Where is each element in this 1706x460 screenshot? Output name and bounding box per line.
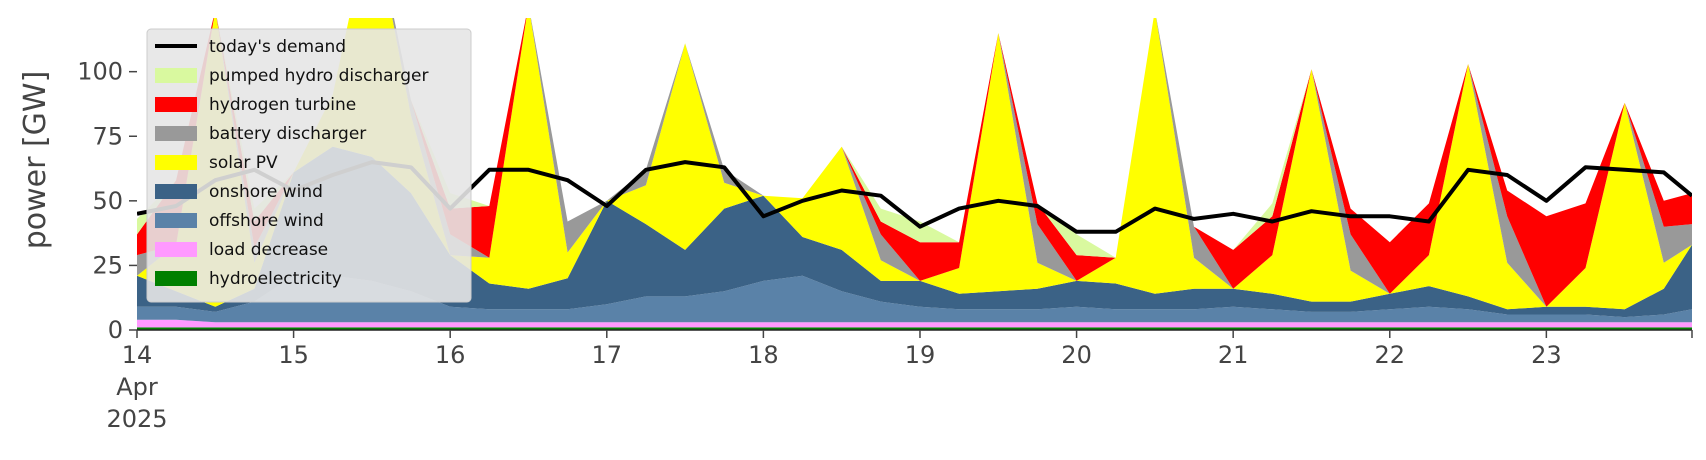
legend-swatch — [155, 97, 197, 112]
x-tick-label: 17 — [592, 341, 623, 369]
legend: today's demand pumped hydro discharger hyd… — [146, 28, 472, 303]
legend-box — [146, 28, 472, 303]
y-tick-label: 50 — [92, 187, 123, 215]
legend-label: solar PV — [209, 153, 278, 173]
area-solar-pv — [137, 18, 1692, 310]
axes: 0 25 50 75 100 14 Apr 2025 15 16 17 18 19 20 21 22 23 — [77, 58, 1693, 433]
area-onshore-wind — [137, 146, 1692, 318]
y-tick-label: 100 — [77, 58, 123, 86]
legend-swatch — [155, 271, 197, 286]
y-axis-title-group: power [GW] — [18, 71, 53, 250]
legend-swatch — [155, 126, 197, 141]
x-tick-label: 14 — [122, 341, 153, 369]
x-tick-label: 18 — [748, 341, 779, 369]
x-tick-label: 2025 — [106, 405, 167, 433]
legend-label: pumped hydro discharger — [209, 66, 428, 86]
x-tick-label: 16 — [435, 341, 466, 369]
y-tick-label: 0 — [108, 316, 123, 344]
legend-label: hydrogen turbine — [209, 95, 356, 115]
x-tick-label: 19 — [905, 341, 936, 369]
legend-label: offshore wind — [209, 211, 324, 231]
area-load-decrease — [137, 319, 1692, 328]
x-tick-label: 23 — [1531, 341, 1562, 369]
y-axis-title: power [GW] — [18, 71, 53, 250]
plot-area — [137, 18, 1692, 330]
legend-label: today's demand — [209, 37, 346, 57]
legend-label: battery discharger — [209, 124, 366, 144]
y-tick-label: 25 — [92, 251, 123, 279]
x-tick-label: 15 — [278, 341, 309, 369]
legend-swatch — [155, 213, 197, 228]
area-offshore-wind — [137, 275, 1692, 323]
legend-swatch — [155, 155, 197, 170]
x-tick-label: 21 — [1218, 341, 1249, 369]
x-tick-label: Apr — [116, 373, 158, 401]
x-tick-label: 22 — [1374, 341, 1405, 369]
legend-label: load decrease — [209, 240, 328, 260]
legend-swatch — [155, 184, 197, 199]
area-hydrogen-turbine — [137, 18, 1692, 307]
legend-label: hydroelectricity — [209, 269, 342, 289]
legend-swatch — [155, 242, 197, 257]
y-tick-label: 75 — [92, 122, 123, 150]
x-tick-label: 20 — [1061, 341, 1092, 369]
legend-swatch — [155, 68, 197, 83]
legend-label: onshore wind — [209, 182, 323, 202]
